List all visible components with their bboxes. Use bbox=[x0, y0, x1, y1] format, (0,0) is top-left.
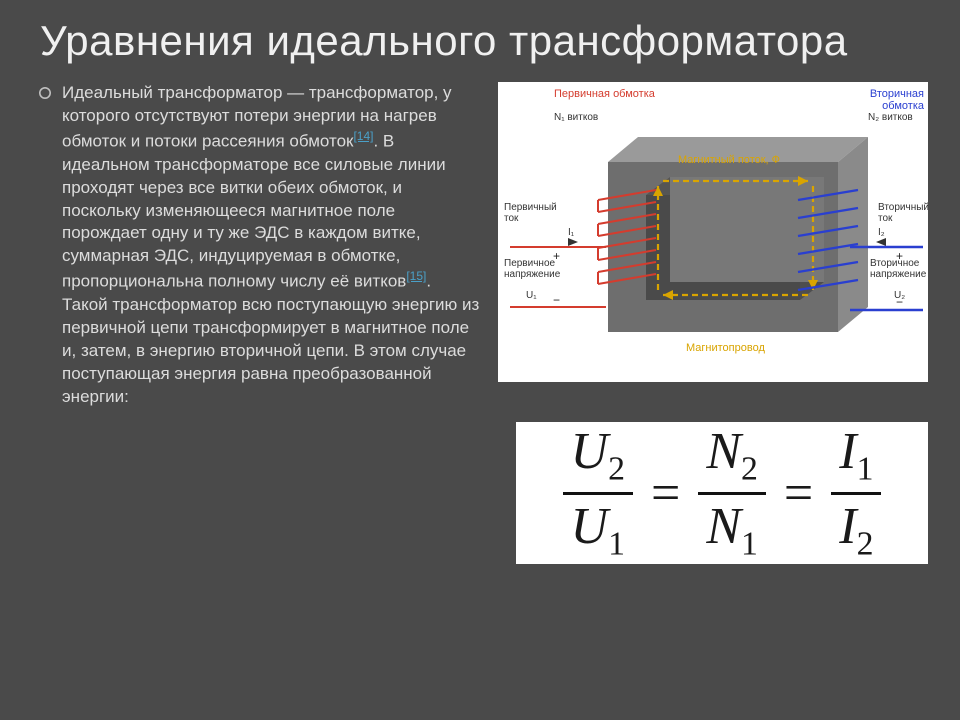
slide: Уравнения идеального трансформатора Идеа… bbox=[0, 0, 960, 720]
formula: U2 U1 = N2 N1 = I1 I2 bbox=[516, 422, 928, 564]
n1-sub: 1 bbox=[741, 525, 758, 562]
equals-2: = bbox=[784, 464, 813, 523]
primary-i-label: I₁ bbox=[568, 227, 574, 238]
primary-current-label: Первичный ток bbox=[504, 202, 556, 224]
core-group bbox=[608, 137, 868, 332]
secondary-voltage-label: Вторичное напряжение bbox=[870, 258, 926, 280]
bullet-paragraph: Идеальный трансформатор — трансформатор,… bbox=[40, 82, 480, 408]
i2-sym: I bbox=[839, 498, 856, 555]
frac-i: I1 I2 bbox=[831, 424, 881, 563]
slide-title: Уравнения идеального трансформатора bbox=[40, 18, 930, 64]
svg-text:−: − bbox=[553, 293, 560, 307]
equals-1: = bbox=[651, 464, 680, 523]
secondary-n-label: N₂ витков bbox=[868, 112, 913, 123]
diagram-svg: + − + − bbox=[498, 82, 928, 382]
n2-sub: 2 bbox=[741, 450, 758, 487]
secondary-u-label: U₂ bbox=[894, 290, 905, 301]
u2-sub: 2 bbox=[608, 450, 625, 487]
ref-link-15[interactable]: [15] bbox=[406, 269, 426, 283]
body-part-2: . В идеальном трансформаторе все силовые… bbox=[62, 132, 446, 291]
transformer-diagram: + − + − Первичная обмотка N₁ витков Втор… bbox=[498, 82, 928, 382]
primary-voltage-label: Первичное напряжение bbox=[504, 258, 560, 280]
frac-n: N2 N1 bbox=[698, 424, 766, 563]
u2-sym: U bbox=[571, 423, 609, 480]
primary-u-label: U₁ bbox=[526, 290, 537, 301]
secondary-current-label: Вторичный ток bbox=[878, 202, 926, 224]
i2-sub: 2 bbox=[857, 525, 874, 562]
u1-sub: 1 bbox=[608, 525, 625, 562]
frac-u: U2 U1 bbox=[563, 424, 633, 563]
n1-sym: N bbox=[706, 498, 741, 555]
secondary-title-label: Вторичная обмотка bbox=[856, 88, 924, 112]
u1-sym: U bbox=[571, 498, 609, 555]
secondary-i-label: I₂ bbox=[878, 227, 885, 238]
primary-n-label: N₁ витков bbox=[554, 112, 598, 123]
figure-column: + − + − Первичная обмотка N₁ витков Втор… bbox=[498, 82, 928, 564]
body-part-3: . Такой трансформатор всю поступающую эн… bbox=[62, 272, 479, 406]
flux-label: Магнитный поток, Ф bbox=[678, 154, 780, 166]
content-row: Идеальный трансформатор — трансформатор,… bbox=[40, 82, 930, 564]
core-label: Магнитопровод bbox=[686, 342, 765, 354]
primary-title-label: Первичная обмотка bbox=[554, 88, 655, 100]
n2-sym: N bbox=[706, 423, 741, 480]
bullet-icon bbox=[38, 86, 52, 100]
text-column: Идеальный трансформатор — трансформатор,… bbox=[40, 82, 480, 564]
i1-sub: 1 bbox=[857, 450, 874, 487]
i1-sym: I bbox=[839, 423, 856, 480]
ref-link-14[interactable]: [14] bbox=[353, 129, 373, 143]
